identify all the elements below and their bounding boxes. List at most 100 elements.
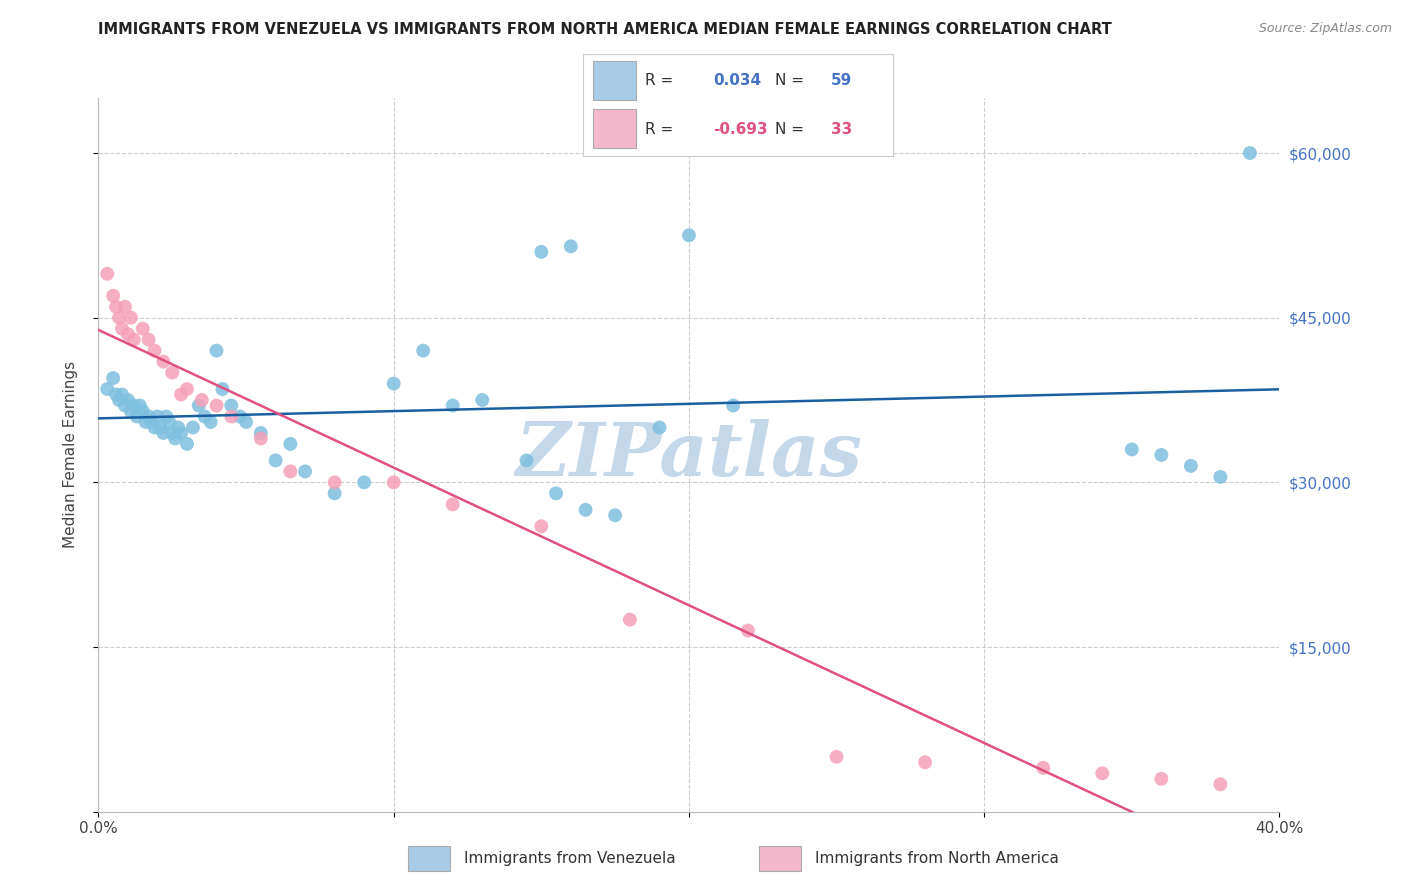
Point	[149, 420, 172, 434]
Point	[117, 392, 139, 407]
Point	[825, 749, 848, 764]
Point	[205, 399, 228, 413]
Point	[157, 415, 180, 429]
Point	[105, 300, 128, 314]
Point	[1032, 761, 1054, 775]
Point	[294, 464, 316, 478]
Point	[250, 432, 273, 446]
Point	[619, 613, 641, 627]
Text: ZIPatlas: ZIPatlas	[516, 418, 862, 491]
Point	[323, 486, 346, 500]
Point	[96, 382, 118, 396]
Text: 33: 33	[831, 122, 852, 137]
Point	[135, 415, 157, 429]
Point	[574, 503, 596, 517]
Point	[530, 519, 553, 533]
Point	[560, 239, 582, 253]
Point	[1150, 448, 1173, 462]
Point	[441, 497, 464, 511]
Point	[170, 387, 193, 401]
Point	[162, 366, 183, 380]
Point	[441, 399, 464, 413]
Point	[412, 343, 434, 358]
Point	[546, 486, 568, 500]
Point	[648, 420, 671, 434]
Point	[250, 425, 273, 440]
Bar	[593, 61, 636, 100]
Point	[143, 420, 166, 434]
Point	[122, 333, 145, 347]
Point	[278, 437, 302, 451]
Point	[187, 399, 209, 413]
Bar	[408, 847, 450, 871]
Text: R =: R =	[645, 122, 679, 137]
Bar	[593, 109, 636, 148]
Point	[176, 437, 198, 451]
Point	[162, 425, 183, 440]
Point	[165, 432, 187, 446]
Point	[128, 399, 150, 413]
Point	[143, 343, 166, 358]
Point	[229, 409, 252, 424]
Point	[132, 321, 155, 335]
Point	[138, 333, 160, 347]
Point	[111, 321, 134, 335]
Text: R =: R =	[645, 72, 679, 87]
Point	[1209, 470, 1232, 484]
Point	[219, 409, 242, 424]
Point	[125, 409, 148, 424]
Bar	[759, 847, 801, 871]
Y-axis label: Median Female Earnings: Median Female Earnings	[63, 361, 77, 549]
Point	[155, 409, 177, 424]
Point	[114, 399, 136, 413]
Text: IMMIGRANTS FROM VENEZUELA VS IMMIGRANTS FROM NORTH AMERICA MEDIAN FEMALE EARNING: IMMIGRANTS FROM VENEZUELA VS IMMIGRANTS …	[98, 22, 1112, 37]
Point	[152, 354, 174, 368]
Point	[530, 244, 553, 259]
Point	[278, 464, 302, 478]
Point	[737, 624, 759, 638]
Point	[1209, 777, 1232, 791]
Point	[211, 382, 233, 396]
Point	[1091, 766, 1114, 780]
Point	[146, 409, 169, 424]
Point	[181, 420, 204, 434]
Text: N =: N =	[775, 72, 808, 87]
Point	[219, 399, 242, 413]
Text: N =: N =	[775, 122, 808, 137]
Point	[103, 289, 125, 303]
Point	[914, 756, 936, 770]
Point	[138, 409, 160, 424]
Point	[114, 300, 136, 314]
Point	[120, 310, 142, 325]
Point	[1150, 772, 1173, 786]
Point	[132, 404, 155, 418]
Point	[176, 382, 198, 396]
Point	[122, 399, 145, 413]
Point	[678, 228, 700, 243]
Point	[105, 387, 128, 401]
Point	[605, 508, 627, 523]
Point	[235, 415, 257, 429]
Text: -0.693: -0.693	[713, 122, 768, 137]
Text: 59: 59	[831, 72, 852, 87]
Point	[152, 425, 174, 440]
Point	[96, 267, 118, 281]
Point	[205, 343, 228, 358]
Point	[471, 392, 494, 407]
Point	[353, 475, 375, 490]
Point	[723, 399, 745, 413]
Point	[108, 310, 131, 325]
Point	[382, 376, 405, 391]
Point	[117, 327, 139, 342]
Point	[141, 415, 163, 429]
Point	[515, 453, 537, 467]
Point	[170, 425, 193, 440]
Point	[191, 392, 214, 407]
Text: 0.034: 0.034	[713, 72, 762, 87]
Point	[382, 475, 405, 490]
Point	[167, 420, 190, 434]
Text: Immigrants from North America: Immigrants from North America	[815, 851, 1059, 866]
Point	[264, 453, 287, 467]
Point	[120, 404, 142, 418]
Point	[200, 415, 222, 429]
